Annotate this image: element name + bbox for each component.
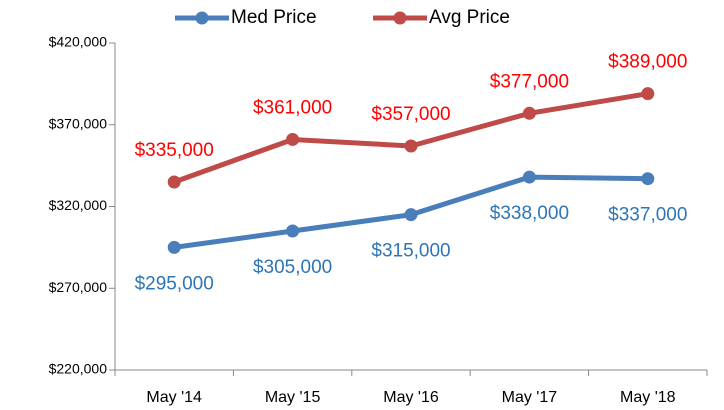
point <box>286 224 300 238</box>
y-tick-label: $320,000 <box>49 197 108 213</box>
value-label: $335,000 <box>135 140 214 161</box>
x-tick-label: May '18 <box>620 389 676 406</box>
x-tick-label: May '16 <box>383 389 439 406</box>
point <box>286 132 300 146</box>
legend-label: Med Price <box>231 7 317 28</box>
point <box>641 172 655 186</box>
value-label: $389,000 <box>608 52 687 73</box>
value-label: $357,000 <box>371 104 450 125</box>
point <box>522 170 536 184</box>
point <box>167 175 181 189</box>
value-label: $305,000 <box>253 257 332 278</box>
legend-marker <box>195 11 209 25</box>
value-label: $361,000 <box>253 97 332 118</box>
legend-label: Avg Price <box>429 7 510 28</box>
value-label: $377,000 <box>490 71 569 92</box>
y-tick-label: $270,000 <box>49 279 108 295</box>
y-tick-label: $420,000 <box>49 34 108 50</box>
point <box>167 240 181 254</box>
point <box>641 87 655 101</box>
y-tick-label: $370,000 <box>49 115 108 131</box>
value-label: $338,000 <box>490 203 569 224</box>
y-tick-label: $220,000 <box>49 361 108 377</box>
value-label: $315,000 <box>371 241 450 262</box>
value-label: $295,000 <box>135 273 214 294</box>
x-tick-label: May '17 <box>502 389 558 406</box>
x-tick-label: May '15 <box>265 389 321 406</box>
legend-marker <box>393 11 407 25</box>
value-label: $337,000 <box>608 205 687 226</box>
point <box>522 106 536 120</box>
x-tick-label: May '14 <box>146 389 202 406</box>
point <box>404 139 418 153</box>
point <box>404 208 418 222</box>
